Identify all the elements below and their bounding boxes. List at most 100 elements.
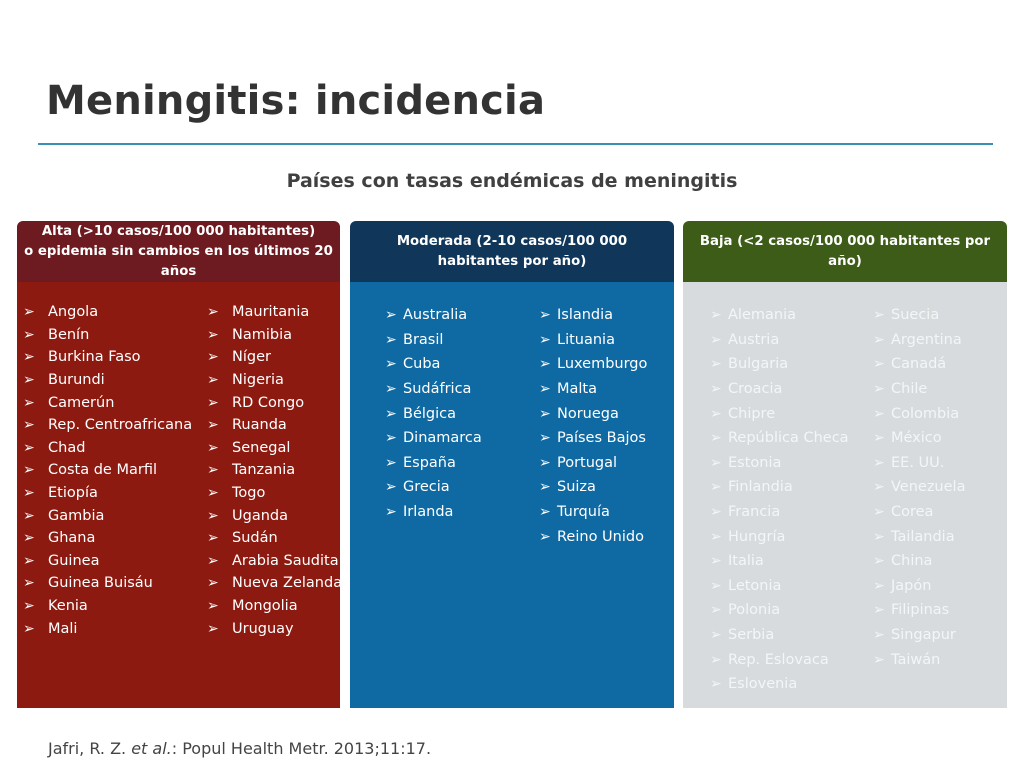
- arrow-bullet-icon: ➢: [710, 577, 722, 594]
- baja-list-left: ➢ Alemania ➢ Austria ➢ Bulgaria ➢ Croacia ➢ Chipr…: [710, 303, 849, 697]
- country-item: ➢ Uganda: [201, 504, 340, 527]
- arrow-bullet-icon: ➢: [710, 331, 722, 348]
- moderada-list-right: ➢ Islandia ➢ Lituania ➢ Luxemburgo ➢ Malta ➢ Noru…: [539, 303, 647, 549]
- country-name: Brasil: [403, 331, 444, 348]
- arrow-bullet-icon: ➢: [710, 356, 722, 373]
- country-item: ➢ Argentina: [873, 328, 965, 353]
- country-item: ➢ República Checa: [710, 426, 849, 451]
- country-name: Malta: [557, 381, 597, 398]
- arrow-bullet-icon: ➢: [539, 479, 551, 496]
- country-item: ➢ Kenia: [17, 595, 192, 618]
- arrow-bullet-icon: ➢: [23, 372, 35, 389]
- arrow-bullet-icon: ➢: [710, 528, 722, 545]
- country-name: Turquía: [557, 504, 610, 521]
- country-item: ➢ Italia: [710, 549, 849, 574]
- arrow-bullet-icon: ➢: [207, 598, 219, 615]
- country-name: Corea: [891, 504, 934, 521]
- country-name: Costa de Marfil: [48, 462, 157, 479]
- country-name: Australia: [403, 307, 468, 324]
- arrow-bullet-icon: ➢: [385, 430, 397, 447]
- country-name: Tanzania: [232, 462, 296, 479]
- country-name: Etiopía: [48, 485, 98, 502]
- country-name: Letonia: [728, 577, 782, 594]
- arrow-bullet-icon: ➢: [385, 479, 397, 496]
- country-item: ➢ Nueva Zelanda: [201, 572, 340, 595]
- country-item: ➢ Eslovenia: [710, 672, 849, 697]
- country-item: ➢ Austria: [710, 328, 849, 353]
- country-item: ➢ Luxemburgo: [539, 352, 647, 377]
- country-item: ➢ Corea: [873, 500, 965, 525]
- arrow-bullet-icon: ➢: [207, 620, 219, 637]
- alta-list-right: ➢ Mauritania ➢ Namibia ➢ Níger ➢ Nigeria ➢ RD Con…: [201, 301, 340, 640]
- country-name: Argentina: [891, 331, 962, 348]
- arrow-bullet-icon: ➢: [539, 504, 551, 521]
- arrow-bullet-icon: ➢: [207, 552, 219, 569]
- arrow-bullet-icon: ➢: [539, 430, 551, 447]
- country-name: Bélgica: [403, 405, 456, 422]
- country-name: España: [403, 454, 456, 471]
- country-item: ➢ Sudán: [201, 527, 340, 550]
- arrow-bullet-icon: ➢: [539, 528, 551, 545]
- country-item: ➢ Mali: [17, 617, 192, 640]
- country-name: Mauritania: [232, 304, 310, 321]
- country-item: ➢ Chile: [873, 377, 965, 402]
- country-name: Países Bajos: [557, 430, 646, 447]
- arrow-bullet-icon: ➢: [710, 479, 722, 496]
- country-name: Japón: [891, 577, 932, 594]
- country-name: Croacia: [728, 381, 783, 398]
- country-item: ➢ Dinamarca: [385, 426, 482, 451]
- country-item: ➢ Namibia: [201, 324, 340, 347]
- arrow-bullet-icon: ➢: [873, 307, 885, 324]
- country-name: Estonia: [728, 454, 782, 471]
- arrow-bullet-icon: ➢: [207, 349, 219, 366]
- country-item: ➢ Senegal: [201, 437, 340, 460]
- arrow-bullet-icon: ➢: [23, 417, 35, 434]
- arrow-bullet-icon: ➢: [23, 485, 35, 502]
- country-item: ➢ Ghana: [17, 527, 192, 550]
- country-name: Níger: [232, 349, 271, 366]
- arrow-bullet-icon: ➢: [710, 651, 722, 668]
- arrow-bullet-icon: ➢: [710, 381, 722, 398]
- country-item: ➢ Países Bajos: [539, 426, 647, 451]
- arrow-bullet-icon: ➢: [873, 504, 885, 521]
- country-item: ➢ Guinea Buisáu: [17, 572, 192, 595]
- arrow-bullet-icon: ➢: [385, 454, 397, 471]
- country-item: ➢ España: [385, 451, 482, 476]
- moderada-list-left: ➢ Australia ➢ Brasil ➢ Cuba ➢ Sudáfrica ➢ Bélgica…: [385, 303, 482, 524]
- country-item: ➢ Rep. Eslovaca: [710, 647, 849, 672]
- country-name: Rep. Eslovaca: [728, 651, 829, 668]
- country-name: Guinea Buisáu: [48, 575, 153, 592]
- arrow-bullet-icon: ➢: [207, 372, 219, 389]
- country-name: Canadá: [891, 356, 947, 373]
- country-item: ➢ Suiza: [539, 475, 647, 500]
- citation-authors: Jafri, R. Z.: [48, 739, 132, 758]
- column-alta-body: ➢ Angola ➢ Benín ➢ Burkina Faso ➢ Burundi ➢ Camer…: [17, 282, 340, 708]
- column-moderada-header-line2: habitantes por año): [437, 253, 587, 269]
- column-alta-header-line3: años: [160, 263, 197, 279]
- country-name: Nueva Zelanda: [232, 575, 340, 592]
- column-moderada: Moderada (2-10 casos/100 000 habitantes …: [350, 221, 674, 708]
- arrow-bullet-icon: ➢: [873, 430, 885, 447]
- country-item: ➢ Bélgica: [385, 401, 482, 426]
- column-alta-header: Alta (>10 casos/100 000 habitantes) o ep…: [17, 221, 340, 282]
- country-name: Nigeria: [232, 372, 284, 389]
- country-name: Camerún: [48, 394, 115, 411]
- country-name: Arabia Saudita: [232, 552, 339, 569]
- arrow-bullet-icon: ➢: [23, 598, 35, 615]
- country-item: ➢ Lituania: [539, 328, 647, 353]
- country-name: Mali: [48, 620, 78, 637]
- citation-etal: et al.: [131, 739, 172, 758]
- country-item: ➢ Noruega: [539, 401, 647, 426]
- column-moderada-header: Moderada (2-10 casos/100 000 habitantes …: [350, 221, 674, 282]
- country-item: ➢ Filipinas: [873, 598, 965, 623]
- country-name: Colombia: [891, 405, 960, 422]
- country-item: ➢ Brasil: [385, 328, 482, 353]
- country-name: Italia: [728, 553, 764, 570]
- column-moderada-body: ➢ Australia ➢ Brasil ➢ Cuba ➢ Sudáfrica ➢ Bélgica…: [350, 282, 674, 708]
- arrow-bullet-icon: ➢: [207, 417, 219, 434]
- country-item: ➢ Islandia: [539, 303, 647, 328]
- arrow-bullet-icon: ➢: [873, 454, 885, 471]
- arrow-bullet-icon: ➢: [710, 307, 722, 324]
- country-item: ➢ Japón: [873, 574, 965, 599]
- country-item: ➢ Australia: [385, 303, 482, 328]
